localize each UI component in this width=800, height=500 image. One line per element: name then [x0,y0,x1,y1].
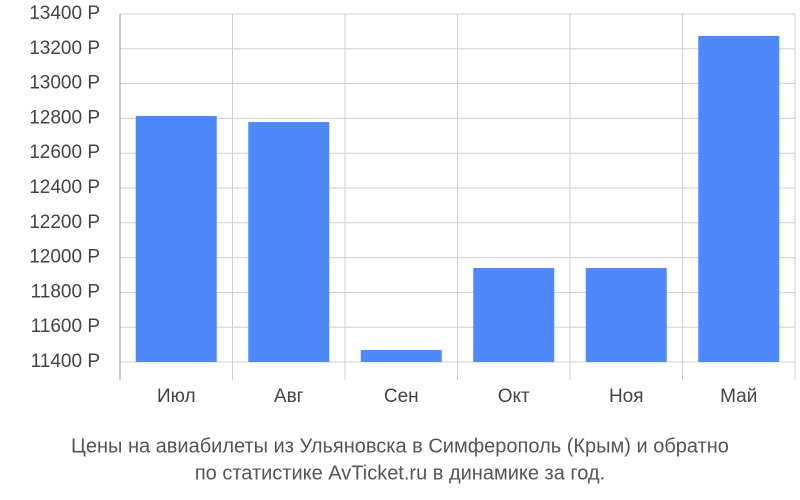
bar [473,268,555,362]
y-tick-label: 11400 Р [31,351,100,372]
y-tick-label: 13200 Р [29,38,100,59]
y-tick-label: 12600 Р [29,142,100,163]
y-tick-label: 13400 Р [29,3,100,24]
x-tick-label: Май [720,386,757,407]
bar [248,122,330,362]
x-tick-label: Окт [498,386,530,407]
bar [698,35,780,362]
y-tick-label: 11600 Р [31,316,100,337]
bar [585,268,667,362]
bar [360,349,442,362]
x-tick-label: Сен [384,386,419,407]
y-tick-label: 11800 Р [31,281,100,302]
bar [135,115,217,363]
x-tick-label: Июл [157,386,196,407]
caption-line: Цены на авиабилеты из Ульяновска в Симфе… [71,435,729,457]
y-tick-label: 12800 Р [29,107,100,128]
y-tick-label: 12400 Р [29,177,100,198]
x-tick-label: Ноя [609,386,644,407]
caption-line: по статистике AvTicket.ru в динамике за … [195,462,605,484]
y-tick-label: 12200 Р [29,212,100,233]
y-tick-label: 12000 Р [29,247,100,268]
y-tick-label: 13000 Р [29,73,100,94]
x-tick-label: Авг [274,386,304,407]
